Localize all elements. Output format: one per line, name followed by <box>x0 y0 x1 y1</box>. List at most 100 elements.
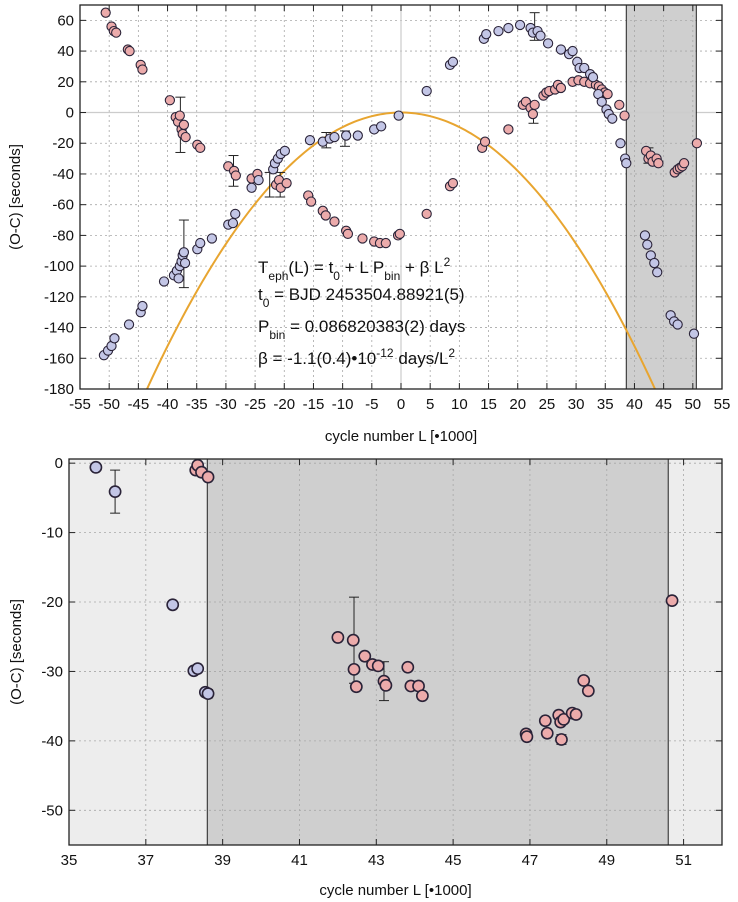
data-point <box>379 678 393 692</box>
data-point <box>195 237 206 249</box>
data-point <box>557 712 571 726</box>
data-point <box>678 158 690 169</box>
equation-line-3: Pbin = 0.086820383(2) days <box>258 317 465 342</box>
series-0 <box>100 7 703 249</box>
y-tick-label: -180 <box>44 381 74 398</box>
x-tick-label: 49 <box>598 852 615 869</box>
data-point <box>447 56 459 67</box>
x-tick-label: 47 <box>522 852 539 869</box>
data-point <box>201 470 215 484</box>
series-0 <box>189 458 679 746</box>
x-tick-label: 30 <box>568 396 585 413</box>
data-point <box>567 45 578 57</box>
equation-part: = 0.086820383(2) days <box>285 317 465 336</box>
data-point <box>540 726 554 740</box>
x-tick-label: 0 <box>397 396 405 413</box>
y-axis-label: (O-C) [seconds] <box>8 599 25 705</box>
data-point <box>173 273 184 284</box>
data-point <box>111 27 122 38</box>
equation-part: 2 <box>448 346 455 360</box>
y-tick-label: -40 <box>52 166 74 183</box>
data-point <box>331 631 345 644</box>
data-point <box>577 674 591 687</box>
x-tick-label: -10 <box>332 396 354 413</box>
x-tick-label: 55 <box>714 396 731 413</box>
data-point <box>642 239 653 250</box>
data-point <box>569 708 583 721</box>
data-point <box>137 300 148 312</box>
data-point <box>305 196 317 207</box>
equation-part: P <box>258 317 269 336</box>
data-point <box>230 170 241 181</box>
y-tick-label: -140 <box>44 320 74 337</box>
data-point <box>230 208 241 220</box>
x-tick-label: 51 <box>675 852 692 869</box>
data-point <box>178 119 190 130</box>
data-point <box>195 142 206 153</box>
data-point <box>357 233 368 244</box>
data-point <box>614 99 625 110</box>
data-point <box>320 210 331 221</box>
x-tick-label: -35 <box>186 396 208 413</box>
equation-part: T <box>258 258 268 277</box>
data-point <box>514 19 526 31</box>
data-point <box>688 328 700 339</box>
data-point <box>615 138 626 149</box>
x-tick-label: 35 <box>597 396 614 413</box>
data-point <box>342 228 354 240</box>
x-axis-label: cycle number L [•1000] <box>319 882 471 899</box>
y-tick-label: -40 <box>41 733 63 750</box>
data-point <box>607 113 618 124</box>
data-point <box>158 276 170 287</box>
equation-line-2: t0 = BJD 2453504.88921(5) <box>258 285 465 310</box>
data-point <box>481 29 492 40</box>
equation-line-1: Teph(L) = t0 + L Pbin + β L2 <box>258 255 451 283</box>
x-tick-label: -55 <box>69 396 91 413</box>
shaded-region <box>626 5 697 389</box>
data-point <box>201 687 215 701</box>
data-point <box>137 64 148 75</box>
equation-part: eph <box>268 269 288 283</box>
data-point <box>123 319 135 330</box>
y-tick-label: -50 <box>41 802 63 819</box>
plot-frame <box>68 458 723 846</box>
equation-part: (L) = t <box>288 258 333 277</box>
x-tick-label: 5 <box>426 396 434 413</box>
equation-line-4: β = -1.1(0.4)•10-12 days/L2 <box>258 346 455 368</box>
shaded-region <box>207 459 669 845</box>
data-point <box>329 216 340 227</box>
x-tick-label: -50 <box>98 396 120 413</box>
data-point <box>393 110 404 121</box>
data-point <box>691 138 703 149</box>
data-point <box>619 110 630 121</box>
data-point <box>164 95 176 106</box>
data-point <box>535 30 546 41</box>
data-point <box>124 45 135 57</box>
y-axis-label: (O-C) [seconds] <box>7 144 24 250</box>
data-point <box>100 7 111 18</box>
y-tick-label: 40 <box>57 43 74 60</box>
data-point <box>279 145 291 157</box>
data-point <box>166 598 180 612</box>
data-point <box>394 228 405 240</box>
equation-part: β = -1.1(0.4)•10 <box>258 349 376 368</box>
equation-part: + L P <box>340 258 384 277</box>
data-point <box>527 108 539 120</box>
equation-part: 0 <box>263 296 270 310</box>
y-tick-label: 0 <box>55 455 63 472</box>
equation-part: days/L <box>394 349 449 368</box>
data-point <box>352 130 363 141</box>
data-point <box>447 178 459 189</box>
data-point <box>358 649 372 663</box>
y-tick-label: -120 <box>44 289 74 306</box>
data-point <box>503 22 514 34</box>
x-tick-label: -5 <box>365 396 378 413</box>
data-point <box>380 237 391 249</box>
data-point <box>347 662 361 676</box>
data-point <box>421 208 432 220</box>
equation-part: 2 <box>444 255 451 269</box>
y-tick-label: -160 <box>44 350 74 367</box>
x-tick-label: -30 <box>215 396 237 413</box>
data-point <box>340 130 352 141</box>
